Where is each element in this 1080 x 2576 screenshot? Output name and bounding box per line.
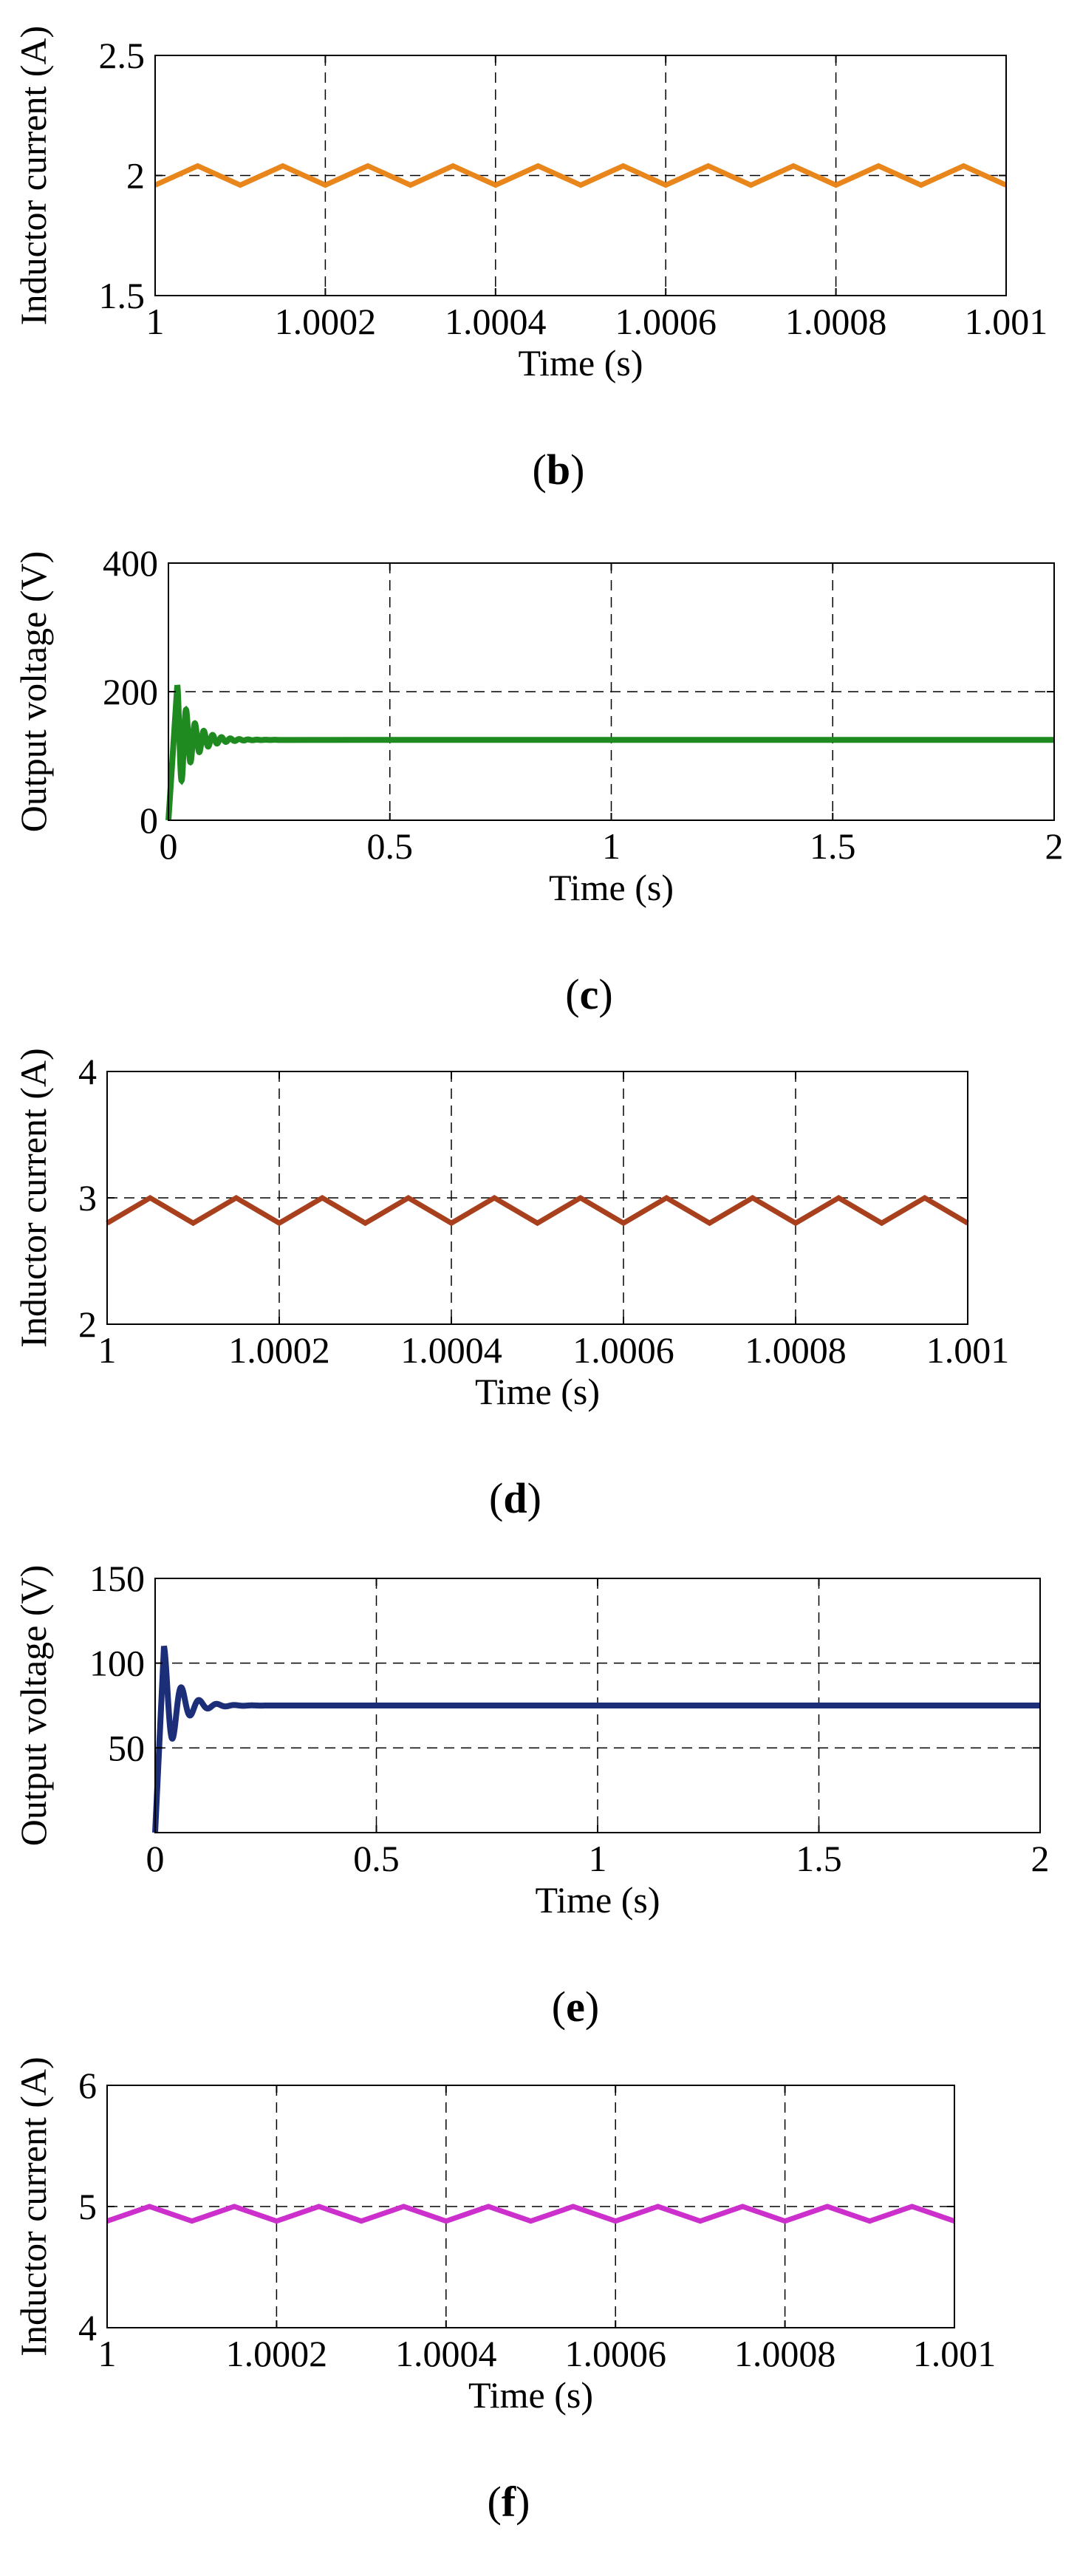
y-tick-label: 0 — [140, 800, 158, 841]
caption-c: (c) — [565, 970, 612, 1018]
x-axis-label: Time (s) — [549, 867, 674, 908]
x-tick-label: 1.0002 — [275, 301, 377, 342]
series-line-f — [106, 2204, 956, 2224]
x-tick-label: 1 — [602, 825, 621, 867]
x-tick-label: 1.001 — [926, 1329, 1010, 1371]
y-axis-label: Inductor current (A) — [13, 26, 54, 325]
x-tick-label: 0.5 — [353, 1838, 400, 1879]
x-tick-label: 1.0004 — [445, 301, 547, 342]
x-tick-label: 1.5 — [796, 1838, 842, 1879]
y-tick-label: 6 — [78, 2065, 97, 2106]
y-axis-label: Inductor current (A) — [13, 1048, 54, 1347]
chart-d: 1 1.0002 1.0004 1.0006 1.0008 1.001 2 3 4 Time (s… — [13, 1048, 1009, 1522]
x-tick-label: 1.0004 — [395, 2333, 497, 2374]
x-tick-label: 1.5 — [810, 825, 856, 867]
x-tick-label: 1.0006 — [573, 1329, 674, 1371]
caption-b: (b) — [533, 446, 585, 494]
series-line-e — [152, 1645, 1040, 1833]
x-axis-label: Time (s) — [468, 2374, 593, 2416]
x-tick-label: 2 — [1045, 825, 1064, 867]
x-tick-label: 1 — [146, 301, 165, 342]
x-tick-label: 0 — [146, 1838, 165, 1879]
chart-e: 0 0.5 1 1.5 2 50 100 150 Time (s) Output voltage … — [13, 1558, 1050, 2031]
y-tick-label: 5 — [78, 2186, 97, 2227]
y-axis-label: Output voltage (V) — [13, 551, 54, 832]
series-line-c — [165, 684, 1055, 821]
chart-b: 1 1.0002 1.0004 1.0006 1.0008 1.001 1.5 2 2.5 Tim… — [13, 26, 1047, 494]
y-tick-label: 50 — [108, 1727, 145, 1768]
series-line-d — [106, 1194, 969, 1227]
x-axis-label: Time (s) — [535, 1879, 660, 1921]
x-axis-label: Time (s) — [475, 1371, 600, 1412]
y-tick-label: 2.5 — [99, 35, 146, 76]
x-axis-label: Time (s) — [518, 342, 643, 384]
y-tick-label: 3 — [78, 1177, 97, 1219]
x-tick-label: 1 — [589, 1838, 607, 1879]
x-tick-label: 1.001 — [965, 301, 1048, 342]
x-tick-label: 1.0002 — [228, 1329, 330, 1371]
y-tick-label: 100 — [89, 1643, 145, 1684]
y-tick-label: 200 — [103, 671, 158, 712]
x-tick-label: 1.0006 — [564, 2333, 666, 2374]
y-tick-label: 2 — [78, 1304, 97, 1345]
x-tick-label: 1.0008 — [734, 2333, 836, 2374]
x-tick-label: 1.001 — [913, 2333, 997, 2374]
y-tick-label: 4 — [78, 1051, 97, 1092]
y-tick-label: 2 — [126, 155, 145, 197]
x-tick-label: 0 — [160, 825, 178, 867]
y-tick-label: 150 — [89, 1558, 145, 1599]
x-tick-label: 1 — [98, 2333, 117, 2374]
y-tick-label: 400 — [103, 542, 158, 584]
x-tick-label: 2 — [1031, 1838, 1050, 1879]
y-tick-label: 1.5 — [99, 275, 146, 316]
series-line-b — [154, 163, 1008, 188]
y-tick-label: 4 — [78, 2307, 97, 2348]
x-tick-label: 1.0008 — [745, 1329, 847, 1371]
y-axis-label: Inductor current (A) — [13, 2057, 54, 2356]
caption-e: (e) — [552, 1983, 599, 2031]
x-tick-label: 0.5 — [367, 825, 414, 867]
x-tick-label: 1.0004 — [400, 1329, 502, 1371]
chart-f: 1 1.0002 1.0004 1.0006 1.0008 1.001 4 5 6 Time (s… — [13, 2057, 996, 2526]
y-axis-label: Output voltage (V) — [13, 1565, 54, 1846]
x-tick-label: 1.0008 — [785, 301, 887, 342]
caption-d: (d) — [489, 1474, 541, 1522]
x-tick-label: 1.0002 — [226, 2333, 328, 2374]
x-tick-label: 1 — [98, 1329, 117, 1371]
x-tick-label: 1.0006 — [615, 301, 717, 342]
caption-f: (f) — [488, 2478, 530, 2526]
chart-c: 0 0.5 1 1.5 2 0 200 400 Time (s) Output voltage (… — [13, 542, 1064, 1018]
